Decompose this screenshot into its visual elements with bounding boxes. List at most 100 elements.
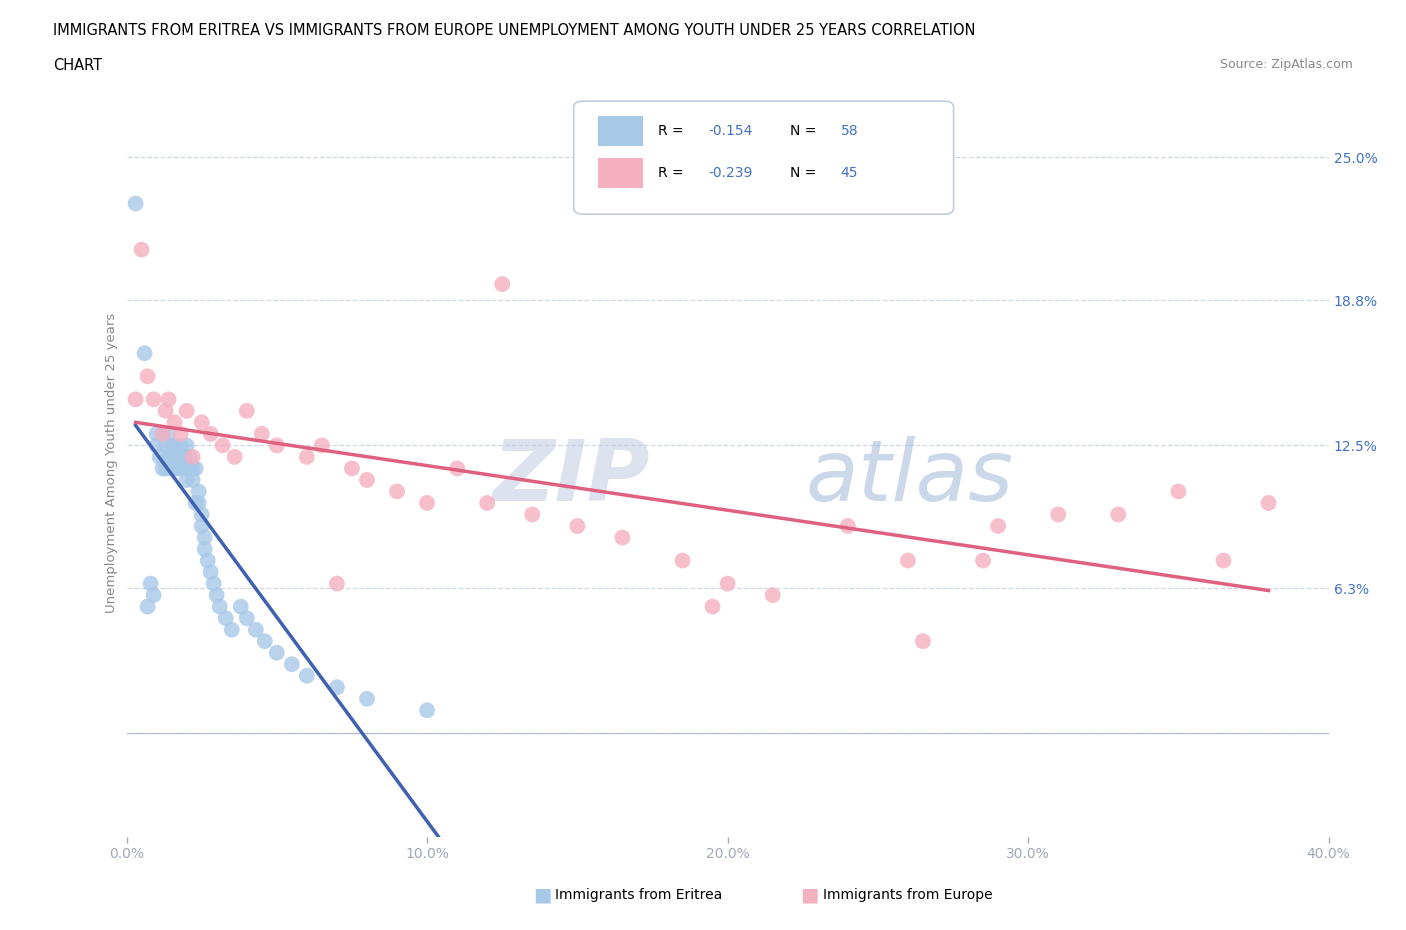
Point <box>1212 553 1234 568</box>
Point <box>152 427 174 442</box>
Point <box>142 588 165 603</box>
Point <box>197 553 219 568</box>
Point <box>224 449 246 464</box>
Point <box>166 449 188 464</box>
Point <box>612 530 634 545</box>
Point <box>897 553 920 568</box>
Point <box>281 657 304 671</box>
Point <box>142 392 165 406</box>
Point <box>176 472 198 487</box>
Point <box>491 277 513 292</box>
Point <box>145 427 167 442</box>
Point <box>157 392 180 406</box>
Point <box>155 438 177 453</box>
Point <box>446 461 468 476</box>
Point <box>567 519 589 534</box>
Bar <box>598 116 644 146</box>
Text: ■: ■ <box>534 885 560 904</box>
Point <box>987 519 1010 534</box>
Point <box>173 449 195 464</box>
Point <box>1257 496 1279 511</box>
Point <box>295 449 318 464</box>
Point <box>176 404 198 418</box>
Point <box>208 599 231 614</box>
Point <box>169 449 191 464</box>
Text: N =: N = <box>790 166 821 179</box>
Point <box>179 449 201 464</box>
Point <box>911 633 934 648</box>
Point <box>190 519 212 534</box>
Point <box>163 461 186 476</box>
Point <box>124 392 146 406</box>
Point <box>1167 484 1189 498</box>
Point <box>1047 507 1070 522</box>
Point <box>250 427 273 442</box>
Point <box>136 599 159 614</box>
Text: IMMIGRANTS FROM ERITREA VS IMMIGRANTS FROM EUROPE UNEMPLOYMENT AMONG YOUTH UNDER: IMMIGRANTS FROM ERITREA VS IMMIGRANTS FR… <box>53 23 976 38</box>
Point <box>972 553 994 568</box>
Point <box>169 438 191 453</box>
Y-axis label: Unemployment Among Youth under 25 years: Unemployment Among Youth under 25 years <box>105 312 118 613</box>
Point <box>1107 507 1129 522</box>
Point <box>194 530 217 545</box>
Point <box>152 427 174 442</box>
Point <box>190 507 212 522</box>
Text: atlas: atlas <box>806 436 1014 519</box>
Point <box>416 496 439 511</box>
Text: Immigrants from Europe: Immigrants from Europe <box>823 887 993 902</box>
Point <box>163 415 186 430</box>
Point <box>837 519 859 534</box>
Point <box>157 427 180 442</box>
Point <box>326 577 349 591</box>
Point <box>245 622 267 637</box>
Point <box>253 633 276 648</box>
Point <box>522 507 544 522</box>
Point <box>311 438 333 453</box>
Point <box>179 461 201 476</box>
Point <box>160 449 183 464</box>
Point <box>184 461 207 476</box>
Text: Source: ZipAtlas.com: Source: ZipAtlas.com <box>1219 58 1353 71</box>
Text: -0.154: -0.154 <box>709 124 752 138</box>
Point <box>139 577 162 591</box>
Text: -0.239: -0.239 <box>709 166 752 179</box>
Point <box>181 472 204 487</box>
Point <box>181 461 204 476</box>
Text: ■: ■ <box>801 885 827 904</box>
Point <box>205 588 228 603</box>
Point <box>215 611 238 626</box>
Text: ZIP: ZIP <box>492 436 650 519</box>
Point <box>326 680 349 695</box>
Point <box>136 369 159 384</box>
Point <box>160 461 183 476</box>
Point <box>202 577 225 591</box>
Point <box>295 669 318 684</box>
Text: R =: R = <box>658 124 688 138</box>
Point <box>155 404 177 418</box>
Point <box>187 496 209 511</box>
Point <box>169 461 191 476</box>
Point <box>160 438 183 453</box>
Point <box>187 484 209 498</box>
Point <box>181 449 204 464</box>
Point <box>124 196 146 211</box>
Point <box>356 691 378 706</box>
Point <box>169 427 191 442</box>
Point <box>152 461 174 476</box>
Text: 58: 58 <box>841 124 858 138</box>
Point <box>134 346 156 361</box>
Point <box>266 645 288 660</box>
Point <box>176 438 198 453</box>
Point <box>155 461 177 476</box>
Point <box>266 438 288 453</box>
Point <box>702 599 724 614</box>
Point <box>356 472 378 487</box>
Text: 45: 45 <box>841 166 858 179</box>
Point <box>211 438 233 453</box>
Point <box>385 484 408 498</box>
Point <box>235 404 259 418</box>
Text: R =: R = <box>658 166 688 179</box>
Text: Immigrants from Eritrea: Immigrants from Eritrea <box>555 887 723 902</box>
Text: CHART: CHART <box>53 58 103 73</box>
Point <box>716 577 740 591</box>
